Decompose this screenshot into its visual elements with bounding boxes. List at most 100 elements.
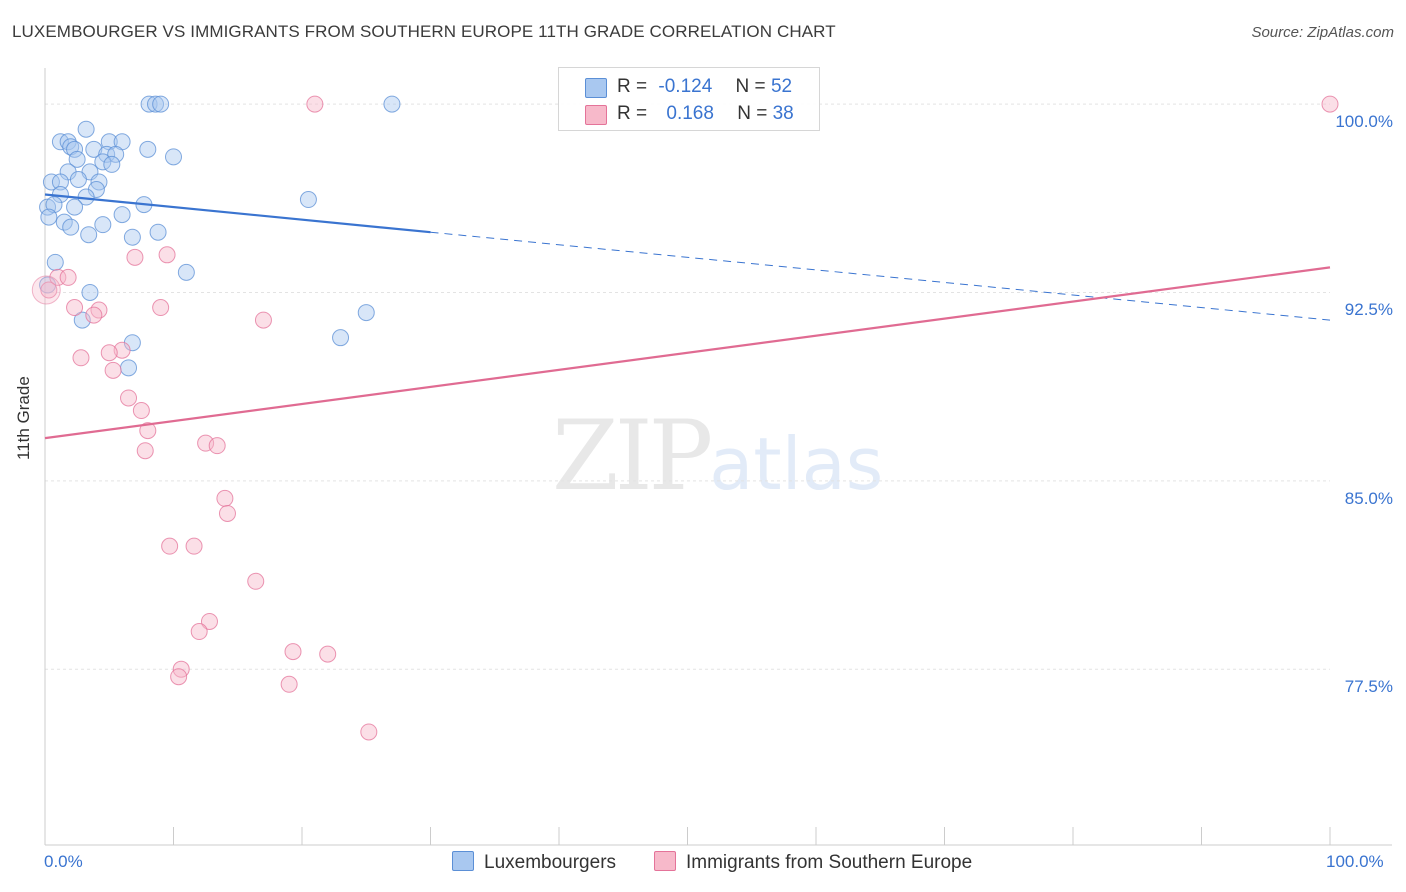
swatch-blue — [585, 78, 607, 98]
point-immigrants — [280, 675, 298, 693]
x-tick-label-min: 0.0% — [44, 852, 83, 871]
point-immigrants — [254, 311, 272, 329]
legend-item-luxembourgers: Luxembourgers — [452, 851, 616, 874]
n-value: 52 — [770, 76, 793, 97]
point-luxembourgers — [332, 329, 350, 347]
point-luxembourgers — [107, 145, 125, 163]
point-immigrants — [200, 612, 218, 630]
point-immigrants — [360, 723, 378, 741]
point-immigrants — [306, 95, 324, 113]
swatch-pink — [585, 105, 607, 125]
legend-item-immigrants: Immigrants from Southern Europe — [654, 851, 972, 874]
point-immigrants — [132, 402, 150, 420]
point-immigrants — [185, 537, 203, 555]
point-immigrants — [126, 248, 144, 266]
y-axis-title: 11th Grade — [14, 376, 33, 460]
trend-line-luxembourgers — [44, 193, 431, 234]
point-luxembourgers — [147, 95, 165, 113]
point-luxembourgers — [77, 120, 95, 138]
point-luxembourgers — [357, 304, 375, 322]
point-luxembourgers — [120, 359, 138, 377]
point-immigrants-large — [31, 275, 61, 305]
point-luxembourgers — [46, 253, 64, 271]
y-tick-label: 92.5% — [1344, 300, 1393, 320]
watermark-zip: ZIP — [552, 400, 713, 512]
n-value: 38 — [772, 103, 794, 124]
point-luxembourgers — [81, 283, 99, 301]
point-luxembourgers — [103, 155, 121, 173]
point-luxembourgers — [40, 208, 58, 226]
n-label: N = — [735, 76, 766, 97]
trend-line-luxembourgers-extension — [430, 231, 1331, 321]
point-luxembourgers — [94, 216, 112, 234]
n-label: N = — [737, 103, 768, 124]
point-luxembourgers — [139, 140, 157, 158]
y-tick-label: 77.5% — [1344, 677, 1393, 697]
point-immigrants — [218, 504, 236, 522]
watermark: ZIPatlas — [552, 400, 883, 512]
legend-label: Luxembourgers — [484, 852, 617, 873]
chart-title: LUXEMBOURGER VS IMMIGRANTS FROM SOUTHERN… — [12, 22, 836, 41]
stats-text-2: R = 0.168 N = 38 — [617, 103, 794, 125]
point-luxembourgers — [123, 228, 141, 246]
point-luxembourgers — [69, 170, 87, 188]
point-immigrants — [284, 643, 302, 661]
point-immigrants — [247, 572, 265, 590]
point-immigrants — [139, 422, 157, 440]
point-immigrants — [85, 306, 103, 324]
point-luxembourgers — [177, 263, 195, 281]
point-luxembourgers — [140, 95, 158, 113]
point-immigrants — [120, 389, 138, 407]
point-luxembourgers — [149, 223, 167, 241]
point-luxembourgers — [113, 206, 131, 224]
point-immigrants — [1321, 95, 1339, 113]
source-label: Source: ZipAtlas.com — [1251, 24, 1394, 41]
r-label: R = — [617, 76, 648, 97]
point-immigrants — [170, 668, 188, 686]
r-value: -0.124 — [658, 76, 713, 97]
point-immigrants — [319, 645, 337, 663]
point-immigrants — [59, 268, 77, 286]
legend-swatch-pink — [654, 851, 676, 871]
point-luxembourgers — [299, 191, 317, 209]
point-luxembourgers — [68, 150, 86, 168]
y-tick-label: 100.0% — [1335, 112, 1393, 132]
point-immigrants — [40, 281, 58, 299]
legend-label: Immigrants from Southern Europe — [686, 852, 973, 873]
watermark-atlas: atlas — [709, 422, 884, 506]
point-luxembourgers — [85, 140, 103, 158]
point-immigrants — [136, 442, 154, 460]
point-luxembourgers — [165, 148, 182, 166]
point-immigrants — [113, 341, 131, 359]
point-luxembourgers — [383, 95, 401, 113]
y-tick-label: 85.0% — [1344, 488, 1393, 508]
point-luxembourgers — [66, 140, 84, 158]
point-immigrants — [104, 361, 122, 379]
stats-text-1: R = -0.124 N = 52 — [617, 76, 792, 98]
point-luxembourgers — [66, 198, 84, 216]
point-immigrants — [152, 299, 170, 317]
point-immigrants — [49, 268, 67, 286]
legend-swatch-blue — [452, 851, 474, 871]
r-value: 0.168 — [666, 103, 714, 124]
point-luxembourgers — [51, 173, 69, 191]
point-immigrants — [100, 344, 118, 362]
point-luxembourgers — [80, 226, 98, 244]
r-label: R = — [617, 103, 648, 124]
point-immigrants — [208, 437, 226, 455]
point-immigrants — [90, 301, 108, 319]
point-immigrants — [216, 489, 234, 507]
point-luxembourgers — [152, 95, 170, 113]
point-immigrants — [66, 299, 84, 317]
point-immigrants — [72, 349, 90, 367]
point-immigrants — [161, 537, 179, 555]
point-luxembourgers — [42, 173, 60, 191]
point-luxembourgers — [45, 196, 63, 214]
x-tick-label-max: 100.0% — [1326, 852, 1384, 871]
point-immigrants — [190, 623, 208, 641]
stats-legend: R = -0.124 N = 52 R = 0.168 N = 38 — [558, 67, 820, 131]
point-immigrants — [158, 246, 176, 264]
point-luxembourgers — [62, 218, 80, 236]
trend-line-immigrants — [44, 266, 1331, 440]
